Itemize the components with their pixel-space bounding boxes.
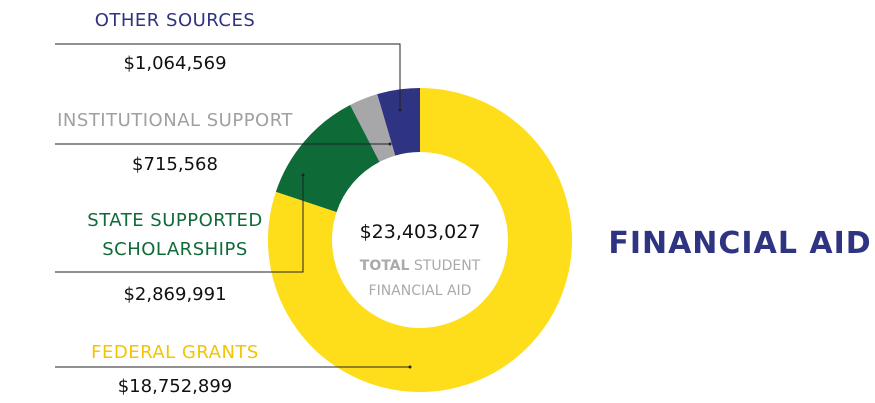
donut-slice xyxy=(275,105,380,213)
chart-title: FINANCIAL AID xyxy=(608,226,871,261)
donut-slice xyxy=(350,94,396,162)
leader-dot xyxy=(398,108,402,112)
leader-dot xyxy=(408,365,412,369)
donut-slice xyxy=(377,88,420,156)
slice-value: $18,752,899 xyxy=(117,376,233,397)
slice-label: STATE SUPPORTED SCHOLARSHIPS xyxy=(87,210,263,260)
leader-line xyxy=(55,175,304,273)
slice-value: $2,869,991 xyxy=(123,284,227,305)
slice-label: INSTITUTIONAL SUPPORT xyxy=(57,110,293,131)
leader-dot xyxy=(301,173,305,177)
slice-value: $1,064,569 xyxy=(123,53,227,74)
slice-label: OTHER SOURCES xyxy=(94,10,256,31)
center-caption: TOTAL STUDENT xyxy=(360,258,481,274)
donut-slice xyxy=(268,88,573,392)
center-bold: TOTAL xyxy=(360,258,410,274)
center-value: $23,403,027 xyxy=(360,221,481,243)
slice-label: FEDERAL GRANTS xyxy=(91,342,259,363)
leader-line xyxy=(55,43,401,110)
slice-value: $715,568 xyxy=(132,154,218,175)
center-caption-2: FINANCIAL AID xyxy=(369,283,472,299)
leader-dot xyxy=(388,142,392,146)
center-rest: STUDENT xyxy=(414,258,481,274)
